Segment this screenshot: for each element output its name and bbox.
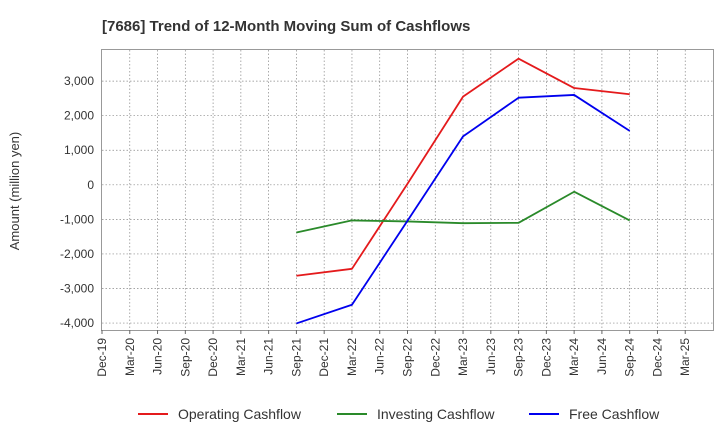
x-tick-label: Sep-24 (623, 338, 637, 377)
grid-lines (102, 50, 713, 330)
chart-title: [7686] Trend of 12-Month Moving Sum of C… (102, 18, 470, 35)
x-tick-labels: Dec-19 Mar-20 Jun-20 Sep-20 Dec-20 Mar-21 Jun-… (95, 330, 692, 377)
y-tick-label: -4,000 (60, 316, 94, 330)
series-line (296, 94, 631, 325)
y-tick-label: 2,000 (64, 109, 94, 123)
y-tick-labels: -4,000 -3,000 -2,000 -1,000 0 1,000 2,000 3,000 (60, 74, 94, 330)
x-tick-label: Sep-21 (289, 338, 303, 377)
y-tick-label: 1,000 (64, 143, 94, 157)
y-tick-label: -3,000 (60, 282, 94, 296)
x-tick-label: Dec-24 (650, 338, 664, 377)
x-tick-label: Mar-21 (234, 338, 248, 376)
legend-label: Operating Cashflow (178, 406, 302, 422)
x-tick-label: Dec-22 (428, 338, 442, 377)
y-tick-label: 0 (87, 178, 94, 192)
x-tick-label: Mar-23 (456, 338, 470, 376)
x-tick-label: Mar-20 (123, 338, 137, 376)
x-tick-label: Mar-25 (678, 338, 692, 376)
y-axis-label: Amount (million yen) (7, 132, 22, 251)
x-tick-label: Dec-19 (95, 338, 109, 377)
x-tick-label: Dec-20 (206, 338, 220, 377)
series-line (296, 190, 631, 234)
x-tick-label: Jun-20 (151, 338, 165, 375)
x-tick-label: Sep-23 (512, 338, 526, 377)
legend: Operating Cashflow Investing Cashflow Free… (138, 406, 660, 422)
x-tick-label: Dec-23 (539, 338, 553, 377)
x-tick-label: Jun-22 (373, 338, 387, 375)
x-tick-label: Sep-22 (401, 338, 415, 377)
y-tick-label: -1,000 (60, 212, 94, 226)
x-tick-label: Jun-24 (595, 338, 609, 375)
legend-label: Free Cashflow (569, 406, 660, 422)
y-tick-label: 3,000 (64, 74, 94, 88)
x-tick-label: Sep-20 (178, 338, 192, 377)
x-tick-label: Jun-21 (262, 338, 276, 375)
y-tick-label: -2,000 (60, 247, 94, 261)
x-tick-label: Jun-23 (484, 338, 498, 375)
series-line (296, 57, 630, 277)
x-tick-label: Dec-21 (317, 338, 331, 377)
series-lines (296, 57, 631, 325)
x-tick-label: Mar-22 (345, 338, 359, 376)
legend-label: Investing Cashflow (377, 406, 495, 422)
x-tick-label: Mar-24 (567, 338, 581, 376)
